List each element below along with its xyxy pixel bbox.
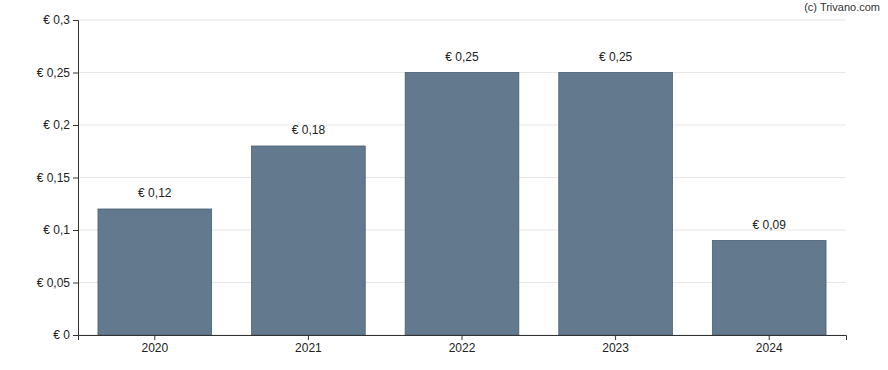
bars — [98, 73, 826, 336]
bar — [712, 241, 826, 336]
x-tick-mark — [308, 335, 309, 340]
data-label: € 0,18 — [292, 123, 326, 137]
annotation: (c) Trivano.com — [804, 1, 880, 13]
x-tick-mark — [615, 335, 616, 340]
y-tick: € 0,3 — [43, 13, 78, 27]
x-tick: 2023 — [602, 335, 629, 355]
data-labels: € 0,12 € 0,18 € 0,25 € 0,25 € 0,09 — [138, 50, 786, 232]
y-axis-line — [73, 21, 79, 336]
data-label: € 0,25 — [599, 50, 633, 64]
x-tick: 2022 — [449, 335, 476, 355]
y-tick-label: € 0,1 — [43, 223, 70, 237]
y-tick: € 0,1 — [43, 223, 78, 237]
y-tick: € 0,15 — [37, 171, 78, 185]
x-tick-label: 2023 — [602, 341, 629, 355]
y-tick-label: € 0,15 — [37, 171, 71, 185]
y-tick-label: € 0,25 — [37, 66, 71, 80]
x-tick-mark — [154, 335, 155, 340]
data-label: € 0,09 — [753, 218, 787, 232]
grid-line — [78, 20, 846, 21]
bar — [252, 146, 366, 335]
data-label: € 0,25 — [445, 50, 479, 64]
y-tick-mark — [73, 73, 78, 74]
x-tick-label: 2024 — [756, 341, 783, 355]
x-tick-mark — [769, 335, 770, 340]
y-tick: € 0 — [53, 328, 78, 342]
bar — [559, 73, 673, 336]
grid — [78, 20, 846, 335]
x-tick: 2024 — [756, 335, 783, 355]
y-tick-mark — [73, 335, 78, 336]
y-tick-mark — [73, 230, 78, 231]
bar — [98, 209, 212, 335]
y-tick-label: € 0,05 — [37, 276, 71, 290]
y-axis: € 0 € 0,05 € 0,1 € 0,15 € 0,2 € 0,25 € 0,3 — [37, 13, 79, 342]
y-tick-label: € 0,2 — [43, 118, 70, 132]
y-tick-label: € 0 — [53, 328, 70, 342]
y-tick: € 0,05 — [37, 276, 78, 290]
x-tick: 2020 — [141, 335, 168, 355]
x-tick-label: 2021 — [295, 341, 322, 355]
x-tick-mark — [462, 335, 463, 340]
y-tick: € 0,25 — [37, 66, 78, 80]
bar — [405, 73, 519, 336]
x-tick-label: 2020 — [141, 341, 168, 355]
y-tick-mark — [73, 20, 78, 21]
data-label: € 0,12 — [138, 186, 172, 200]
x-axis-line — [79, 336, 847, 341]
y-tick: € 0,2 — [43, 118, 78, 132]
chart-container: € 0,12€ 0,18€ 0,25€ 0,25€ 0,09€ 0€ 0,05€… — [0, 0, 888, 370]
x-tick: 2021 — [295, 335, 322, 355]
y-tick-mark — [73, 283, 78, 284]
y-tick-label: € 0,3 — [43, 13, 70, 27]
y-tick-mark — [73, 125, 78, 126]
chart: € 0,12€ 0,18€ 0,25€ 0,25€ 0,09€ 0€ 0,05€… — [0, 0, 888, 370]
plot: € 0,12€ 0,18€ 0,25€ 0,25€ 0,09€ 0€ 0,05€… — [37, 13, 847, 354]
x-tick-label: 2022 — [449, 341, 476, 355]
x-axis: 2020 2021 2022 2023 2024 — [79, 335, 847, 355]
y-tick-mark — [73, 178, 78, 179]
